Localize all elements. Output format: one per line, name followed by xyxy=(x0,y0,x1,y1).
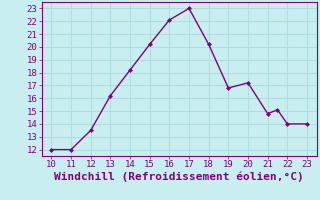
X-axis label: Windchill (Refroidissement éolien,°C): Windchill (Refroidissement éolien,°C) xyxy=(54,172,304,182)
